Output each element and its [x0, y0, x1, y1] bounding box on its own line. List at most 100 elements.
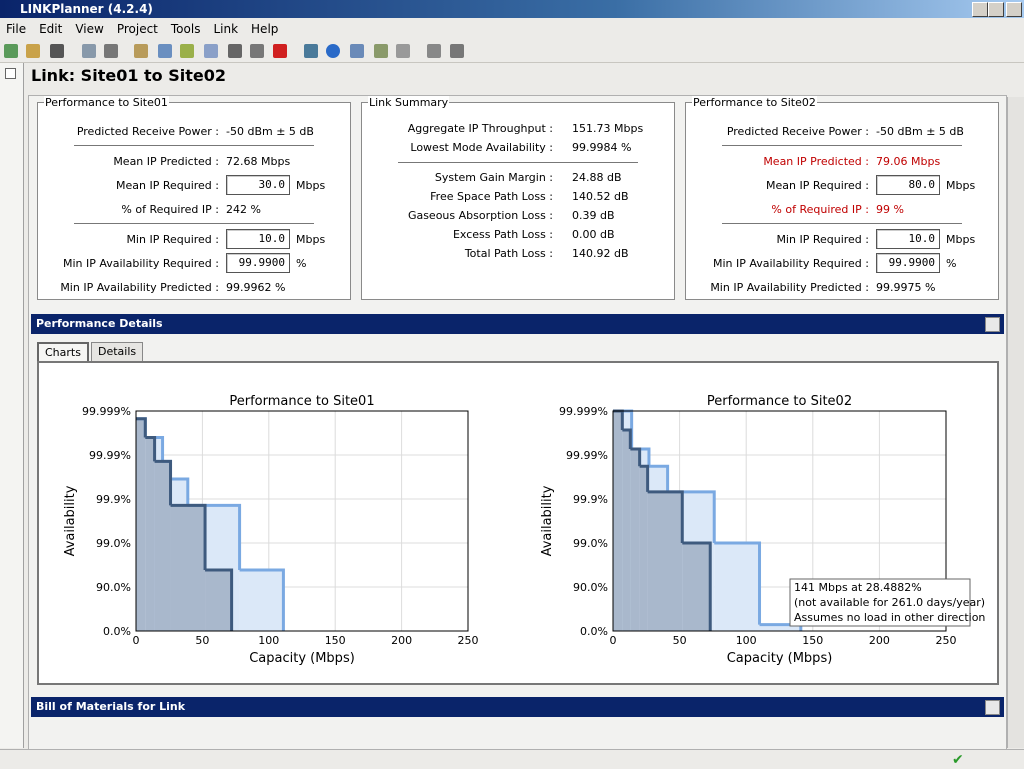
x-tick-label: 150 [325, 634, 346, 647]
toolbar-icon[interactable] [180, 44, 194, 58]
input-field[interactable]: 99.9900 [876, 253, 940, 273]
maximize-button[interactable] [988, 2, 1004, 17]
row-label: Predicted Receive Power : [76, 124, 219, 138]
x-axis-label: Capacity (Mbps) [249, 651, 355, 666]
toolbar-icon[interactable] [304, 44, 318, 58]
menu-item[interactable]: Project [116, 22, 158, 36]
panel-title: Performance to Site01 [44, 96, 169, 109]
y-tick-label: 99.0% [96, 537, 131, 550]
row-label: Gaseous Absorption Loss : [407, 209, 553, 222]
x-axis-label: Capacity (Mbps) [727, 651, 833, 666]
panel-title: Performance to Site02 [692, 96, 817, 109]
y-axis-label: Availability [540, 485, 555, 556]
toolbar-icon[interactable] [104, 44, 118, 58]
tab[interactable]: Charts [37, 342, 89, 361]
info-row: % of Required IP : 99 % [686, 197, 998, 221]
info-row: Free Space Path Loss : 140.52 dB [362, 187, 674, 206]
toolbar-icon[interactable] [396, 44, 410, 58]
toolbar-icon[interactable] [26, 44, 40, 58]
title-bar: LINKPlanner (4.2.4) [0, 0, 1024, 18]
toolbar-icon[interactable] [204, 44, 218, 58]
row-label: System Gain Margin : [434, 171, 553, 184]
input-field[interactable]: 10.0 [876, 229, 940, 249]
y-tick-label: 99.99% [566, 449, 608, 462]
toolbar-icon[interactable] [450, 44, 464, 58]
row-value: 72.68 Mbps [226, 154, 291, 168]
input-field[interactable]: 80.0 [876, 175, 940, 195]
expand-button[interactable] [985, 700, 1000, 715]
row-label: Min IP Availability Predicted : [710, 280, 869, 294]
toolbar-icon[interactable] [82, 44, 96, 58]
input-field[interactable]: 99.9900 [226, 253, 290, 273]
tree-collapse[interactable] [5, 68, 16, 79]
input-field[interactable]: 30.0 [226, 175, 290, 195]
step-area [759, 624, 801, 631]
info-panel: Performance to Site02 Predicted Receive P… [685, 96, 999, 300]
x-tick-label: 50 [195, 634, 209, 647]
row-label: Predicted Receive Power : [726, 124, 869, 138]
y-tick-label: 0.0% [103, 625, 131, 638]
menu-item[interactable]: View [75, 22, 104, 36]
minimize-button[interactable] [972, 2, 988, 17]
step-line [136, 417, 147, 438]
menu-item[interactable]: File [6, 22, 27, 36]
tooltip-text: 141 Mbps at 28.4882% [794, 581, 922, 594]
y-axis-label: Availability [63, 485, 78, 556]
toolbar-icon[interactable] [228, 44, 242, 58]
info-row: Mean IP Required : 30.0 Mbps [38, 173, 350, 197]
step-line [639, 464, 650, 492]
section-title: Bill of Materials for Link [36, 700, 186, 713]
info-panel: Performance to Site01 Predicted Receive P… [37, 96, 351, 300]
row-label: Mean IP Required : [765, 178, 869, 192]
menu-item[interactable]: Link [213, 22, 239, 36]
tab[interactable]: Details [90, 342, 144, 361]
toolbar-icon[interactable] [250, 44, 264, 58]
info-row: System Gain Margin : 24.88 dB [362, 168, 674, 187]
link-title: Link: Site01 to Site02 [31, 66, 227, 85]
toolbar-icon[interactable] [50, 44, 64, 58]
menu-item[interactable]: Edit [39, 22, 63, 36]
menu-item[interactable]: Help [251, 22, 279, 36]
step-line [170, 503, 207, 570]
info-row: Predicted Receive Power : -50 dBm ± 5 dB [38, 119, 350, 143]
toolbar-icon[interactable] [158, 44, 172, 58]
row-label: Min IP Availability Required : [62, 256, 219, 270]
info-panel: Link Summary Aggregate IP Throughput : 151… [361, 96, 675, 300]
toolbar-icon[interactable] [273, 44, 287, 58]
step-line [682, 541, 712, 631]
row-label: Aggregate IP Throughput : [407, 122, 553, 135]
toolbar-icon[interactable] [427, 44, 441, 58]
toolbar-icon[interactable] [134, 44, 148, 58]
toolbar-icon[interactable] [374, 44, 388, 58]
row-label: % of Required IP : [771, 202, 869, 216]
step-area [613, 411, 623, 631]
toolbar-icon[interactable] [326, 44, 340, 58]
tooltip-text: Assumes no load in other direction [794, 611, 985, 624]
info-row: Min IP Availability Predicted : 99.9962 % [38, 275, 350, 299]
toolbar-icon[interactable] [350, 44, 364, 58]
separator [722, 145, 962, 146]
row-value: -50 dBm ± 5 dB [876, 124, 964, 138]
step-line [154, 459, 173, 506]
step-area [630, 448, 640, 631]
row-value: 79.06 Mbps [876, 154, 941, 168]
collapse-button[interactable] [985, 317, 1000, 332]
info-row: Min IP Required : 10.0 Mbps [38, 227, 350, 251]
menu-bar: File Edit View Project Tools Link Help [0, 19, 1024, 39]
close-button[interactable] [1006, 2, 1022, 17]
y-tick-label: 90.0% [96, 581, 131, 594]
toolbar [0, 40, 1024, 63]
toolbar-icon[interactable] [4, 44, 18, 58]
section-bar: Bill of Materials for Link [31, 697, 1004, 717]
info-row: Mean IP Predicted : 72.68 Mbps [38, 149, 350, 173]
row-value: -50 dBm ± 5 dB [226, 124, 314, 138]
plot-frame [135, 410, 469, 632]
tooltip-text: (not available for 261.0 days/year) [794, 596, 985, 609]
input-field[interactable]: 10.0 [226, 229, 290, 249]
info-row: Mean IP Required : 80.0 Mbps [686, 173, 998, 197]
menu-item[interactable]: Tools [170, 22, 201, 36]
row-value: 99.9975 % [876, 280, 936, 294]
separator [722, 223, 962, 224]
step-line [239, 568, 285, 631]
scrollbar[interactable] [1007, 97, 1024, 748]
